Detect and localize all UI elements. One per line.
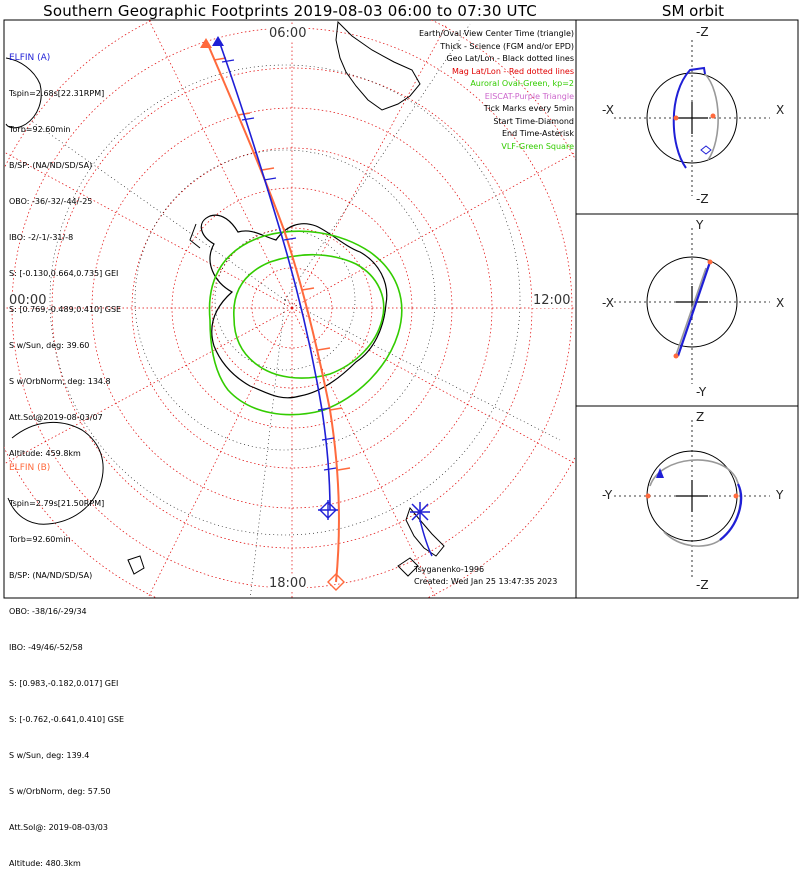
elfin-a-start-triangle xyxy=(212,36,224,46)
elfin-b-info: ELFIN (B) Tspin=2.79s[21.50RPM] Torb=92.… xyxy=(9,438,124,882)
elfin-b-line: Altitude: 480.3km xyxy=(9,859,81,868)
geo-grid xyxy=(29,23,561,598)
clock-label-right: 12:00 xyxy=(532,293,572,308)
elfin-a-line: OBO: -36/-32/-44/-25 xyxy=(9,197,93,206)
sm3-left-label: -Y xyxy=(602,488,613,502)
elfin-b-track xyxy=(205,39,340,583)
elfin-a-end-diamond xyxy=(318,500,338,520)
legend-item: Geo Lat/Lon - Black dotted lines xyxy=(446,54,574,63)
elfin-a-ticks xyxy=(221,59,337,471)
elfin-a-track xyxy=(217,37,331,511)
elfin-a-end-asterisk xyxy=(410,502,433,557)
legend-item: End Time-Asterisk xyxy=(501,129,574,138)
legend-item: EISCAT-Purple Triangle xyxy=(484,91,574,101)
elfin-b-line: Att.Sol@: 2019-08-03/03 xyxy=(9,823,108,832)
sm-panels xyxy=(575,19,799,599)
elfin-a-line: S w/OrbNorm, deg: 134.8 xyxy=(9,377,111,386)
created-timestamp: Created: Wed Jan 25 13:47:35 2023 xyxy=(414,577,558,586)
sm1-right-label: X xyxy=(776,103,785,117)
legend: Earth/Oval View Center Time (triangle) T… xyxy=(419,28,574,153)
elfin-b-line: S w/OrbNorm, deg: 57.50 xyxy=(9,787,111,796)
sm-orbit-title: SM orbit xyxy=(661,2,725,20)
sm-panel-1 xyxy=(614,40,770,196)
new-zealand-coastline xyxy=(405,506,445,557)
elfin-b-start-diamond xyxy=(327,573,345,591)
south-america-coastline xyxy=(335,20,421,111)
africa-coastline xyxy=(5,57,42,129)
legend-item: Start Time-Diamond xyxy=(493,116,574,126)
clock-label-left: 00:00 xyxy=(8,293,48,308)
elfin-a-line: Att.Sol@2019-08-03/07 xyxy=(9,413,103,422)
elfin-b-line: OBO: -38/16/-29/34 xyxy=(9,607,87,616)
legend-item: Earth/Oval View Center Time (triangle) xyxy=(418,29,574,38)
sm2-bottom-label: -Y xyxy=(696,385,707,399)
elfin-b-ticks xyxy=(213,57,351,471)
elfin-b-line: Torb=92.60min xyxy=(9,535,71,544)
elfin-b-line: S: [0.983,-0.182,0.017] GEI xyxy=(9,679,119,688)
legend-item: VLF-Green Square xyxy=(501,141,574,151)
elfin-a-line: B/SP: (NA/ND/SD/SA) xyxy=(9,161,93,170)
sm-panel-2 xyxy=(614,228,770,384)
elfin-a-line: Altitude: 459.8km xyxy=(9,449,81,458)
elfin-a-line: Tspin=2.68s[22.31RPM] xyxy=(9,89,105,98)
elfin-a-line: S w/Sun, deg: 39.60 xyxy=(9,341,90,350)
sm1-bottom-label: -Z xyxy=(696,192,709,206)
sm2-top-label: Y xyxy=(696,218,704,232)
sm1-top-label: -Z xyxy=(696,25,709,39)
antarctica-coastline xyxy=(200,214,388,399)
elfin-a-line: S: [0.769,-0.489,0.410] GSE xyxy=(9,305,122,314)
model-credit: Tsyganenko-1996 xyxy=(414,565,485,574)
elfin-a-header: ELFIN (A) xyxy=(9,53,51,63)
elfin-b-line: Tspin=2.79s[21.50RPM] xyxy=(9,499,105,508)
elfin-b-header: ELFIN (B) xyxy=(9,463,51,473)
elfin-b-line: S w/Sun, deg: 139.4 xyxy=(9,751,90,760)
legend-item: Auroral Oval-Green, kp=2 xyxy=(470,79,574,88)
elfin-a-line: Torb=92.60min xyxy=(9,125,71,134)
legend-item: Thick - Science (FGM and/or EPD) xyxy=(440,41,574,51)
auroral-oval-outer xyxy=(208,230,403,416)
elfin-a-line: S: [-0.130,0.664,0.735] GEI xyxy=(9,269,119,278)
sm-panel-3 xyxy=(614,420,770,578)
sm1-left-label: -X xyxy=(602,103,614,117)
sm3-right-label: Y xyxy=(776,488,784,502)
legend-item: Mag Lat/Lon - Red dotted lines xyxy=(451,66,574,76)
elfin-a-line: IBO: -2/-1/-31/-8 xyxy=(9,233,74,242)
legend-item: Tick Marks every 5min xyxy=(483,104,574,113)
elfin-b-line: S: [-0.762,-0.641,0.410] GSE xyxy=(9,715,124,724)
sm2-left-label: -X xyxy=(602,296,614,310)
chart-title: Southern Geographic Footprints 2019-08-0… xyxy=(43,2,537,20)
sm3-bottom-label: -Z xyxy=(696,578,709,592)
australia-coastline xyxy=(7,421,104,525)
clock-label-bottom: 18:00 xyxy=(268,576,308,591)
elfin-b-start-triangle xyxy=(200,38,212,48)
sm2-right-label: X xyxy=(776,296,785,310)
mag-radials xyxy=(4,20,576,598)
auroral-oval-inner xyxy=(233,253,385,379)
elfin-a-info: ELFIN (A) Tspin=2.68s[22.31RPM] Torb=92.… xyxy=(9,28,121,472)
elfin-b-line: B/SP: (NA/ND/SD/SA) xyxy=(9,571,93,580)
footprint-map xyxy=(3,19,799,599)
clock-label-top: 06:00 xyxy=(268,26,308,41)
sm3-top-label: Z xyxy=(696,410,705,424)
elfin-b-line: IBO: -49/46/-52/58 xyxy=(9,643,83,652)
